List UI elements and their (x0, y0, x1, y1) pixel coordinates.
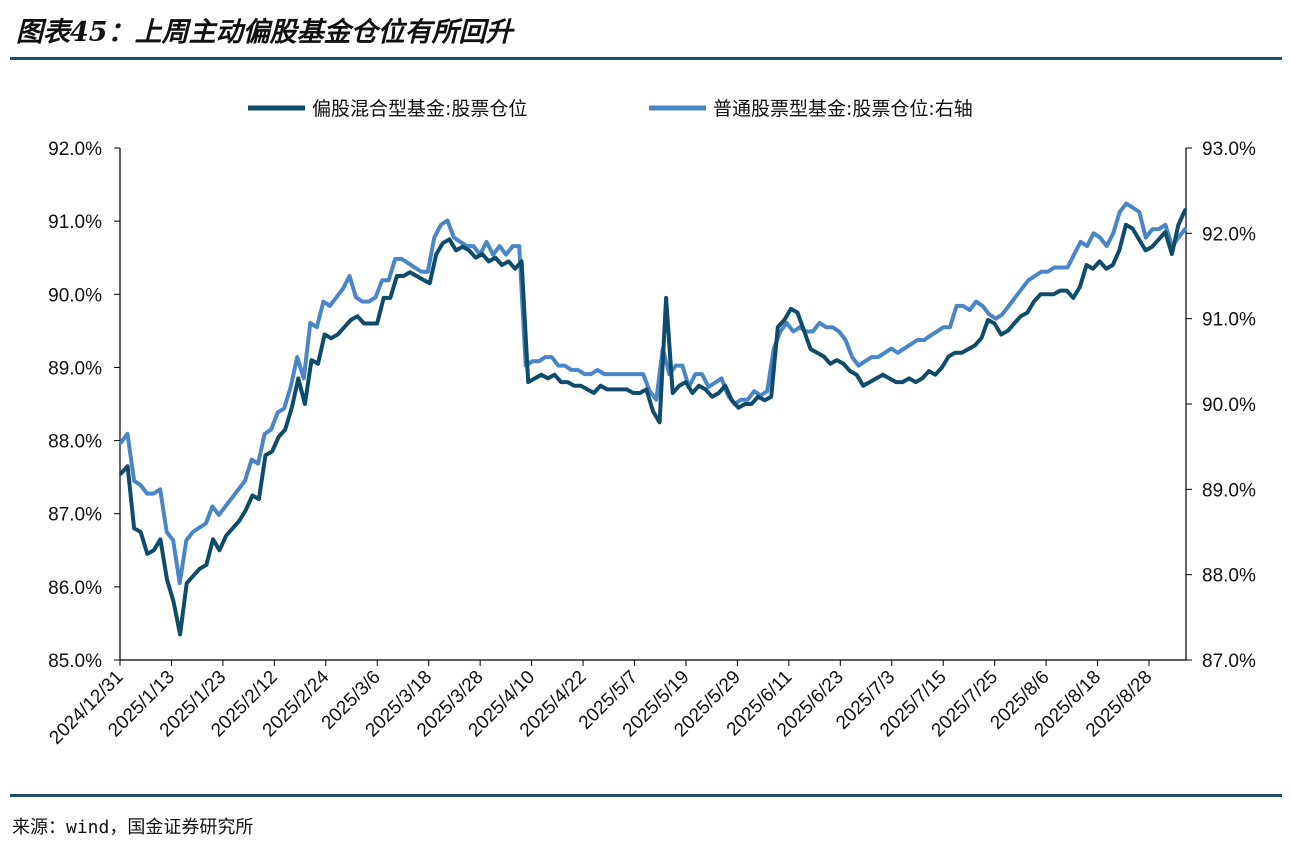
right-y-tick-label: 90.0% (1202, 395, 1256, 416)
right-y-tick-label: 91.0% (1202, 310, 1256, 331)
line-chart: 偏股混合型基金:股票仓位 普通股票型基金:股票仓位:右轴 85.0%86.0%8… (45, 98, 1256, 749)
left-y-tick-label: 89.0% (48, 358, 102, 379)
figure-title: 图表45：上周主动偏股基金仓位有所回升 (16, 17, 513, 48)
left-y-tick-label: 85.0% (48, 651, 102, 672)
left-y-tick-label: 87.0% (48, 505, 102, 526)
left-y-tick-label: 88.0% (48, 432, 102, 453)
right-y-tick-label: 88.0% (1202, 566, 1256, 587)
legend-label-left-series: 偏股混合型基金:股票仓位 (312, 98, 527, 120)
legend: 偏股混合型基金:股票仓位 普通股票型基金:股票仓位:右轴 (248, 98, 973, 120)
left-y-tick-label: 92.0% (48, 139, 102, 160)
left-y-tick-label: 86.0% (48, 578, 102, 599)
right-y-tick-label: 87.0% (1202, 651, 1256, 672)
right-y-tick-label: 92.0% (1202, 224, 1256, 245)
series-line-right (119, 201, 1187, 586)
right-y-tick-label: 93.0% (1202, 139, 1256, 160)
source-note: 来源：wind，国金证券研究所 (12, 817, 254, 838)
top-rule (10, 57, 1282, 60)
series-line-left (119, 208, 1187, 637)
plot-area (119, 201, 1187, 637)
left-y-tick-label: 90.0% (48, 285, 102, 306)
bottom-rule (10, 794, 1282, 797)
left-y-tick-label: 91.0% (48, 212, 102, 233)
right-y-tick-label: 89.0% (1202, 480, 1256, 501)
legend-label-right-series: 普通股票型基金:股票仓位:右轴 (713, 98, 973, 120)
axes: 85.0% 86.0% 87.0% 88.0% 89.0% 90.0% 91.0% 92.0%… (45, 139, 1256, 749)
